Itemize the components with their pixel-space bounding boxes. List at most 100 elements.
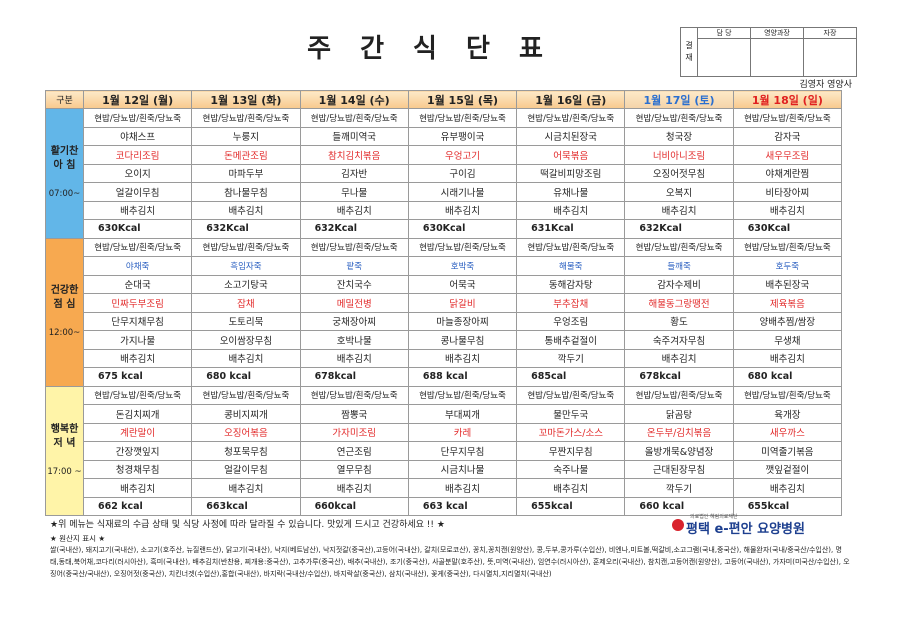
calorie-cell: 655kcal: [516, 496, 626, 516]
menu-cell: 돈메관조림: [191, 145, 301, 165]
menu-cell: 현밥/당뇨밥/흰죽/당뇨죽: [732, 108, 843, 128]
title: 주 간 식 단 표: [307, 34, 553, 64]
menu-cell: 짬뽕국: [299, 404, 409, 424]
dietitian: 김영자 영양사: [799, 80, 852, 90]
menu-cell: 새우무조림: [732, 145, 843, 165]
menu-cell: 배추김치: [407, 200, 518, 220]
section-time: 17:00 ~: [47, 466, 82, 477]
section-name: 점 심: [53, 299, 76, 310]
menu-cell: 감자수제비: [624, 274, 734, 294]
menu-row: 청경채무침 얼갈이무침 열무무침 시금치나물 숙주나물 근대된장무침 깻잎겉절이: [46, 459, 843, 479]
menu-cell: 시금치나물: [407, 459, 518, 479]
calorie-cell: 660 kcal: [624, 496, 734, 516]
menu-cell: 우엉고기: [407, 145, 518, 165]
menu-cell: 닭갈비: [407, 293, 518, 313]
calorie-cell: 662 kcal: [82, 496, 193, 516]
calorie-cell: 632Kcal: [299, 219, 409, 239]
menu-cell: 민짜두부조림: [82, 293, 193, 313]
calorie-cell: 680 kcal: [191, 367, 301, 387]
menu-cell: 양배추찜/쌈장: [732, 311, 843, 331]
calorie-cell: 678kcal: [299, 367, 409, 387]
menu-cell: 깍두기: [624, 478, 734, 498]
menu-cell: 구이김: [407, 163, 518, 183]
menu-row: 계란말이 오징어볶음 가자미조림 카레 꼬마돈가스/소스 온두부/김치볶음 새우까스: [46, 422, 843, 442]
calorie-cell: 660kcal: [299, 496, 409, 516]
menu-cell: 마파두부: [191, 163, 301, 183]
menu-cell: 현밥/당뇨밥/흰죽/당뇨죽: [624, 108, 734, 128]
menu-cell: 현밥/당뇨밥/흰죽/당뇨죽: [299, 237, 409, 257]
menu-cell: 육개장: [732, 404, 843, 424]
header-row: 구분 1월 12일 (월) 1월 13일 (화) 1월 14일 (수) 1월 15일 (…: [45, 90, 843, 109]
menu-cell: 새우까스: [732, 422, 843, 442]
menu-cell: 들깨미역국: [299, 126, 409, 146]
calorie-cell: 688 kcal: [407, 367, 518, 387]
menu-cell: 배추된장국: [732, 274, 843, 294]
menu-cell: 시래기나물: [407, 182, 518, 202]
menu-row: 건강한 점 심 12:00~ 현밥/당뇨밥/흰죽/당뇨죽 현밥/당뇨밥/흰죽/당뇨죽 현밥…: [45, 237, 843, 387]
logo-subtitle: 의료법인 혜림의료재단: [690, 514, 738, 520]
approval-label: 결 재: [680, 27, 698, 77]
menu-row: 민짜두부조림 잡채 메밀전병 닭갈비 부추잡채 해물동그랑땡전 제육볶음: [46, 293, 843, 313]
menu-cell: 야채죽: [82, 256, 193, 276]
menu-row: 야채죽 흑임자죽 팥죽 호박죽 해물죽 들깨죽 호두죽: [46, 256, 843, 276]
menu-cell: 떡갈비피망조림: [516, 163, 626, 183]
menu-cell: 너비아니조림: [624, 145, 734, 165]
menu-cell: 들깨죽: [624, 256, 734, 276]
menu-cell: 배추김치: [299, 478, 409, 498]
section-label: 행복한 저 녁 17:00 ~: [45, 385, 84, 516]
calorie-cell: 663 kcal: [407, 496, 518, 516]
calorie-cell: 685cal: [516, 367, 626, 387]
calorie-cell: 680 kcal: [732, 367, 843, 387]
menu-cell: 배추김치: [407, 478, 518, 498]
signature-cell: [697, 38, 751, 77]
menu-cell: 간장깻잎지: [82, 441, 193, 461]
calorie-cell: 655kcal: [732, 496, 843, 516]
corner: 구분: [45, 90, 84, 109]
menu-cell: 얼갈이무침: [191, 459, 301, 479]
menu-cell: 청포묵무침: [191, 441, 301, 461]
menu-cell: 배추김치: [624, 348, 734, 368]
menu-cell: 참치김치볶음: [299, 145, 409, 165]
calorie-cell: 630Kcal: [407, 219, 518, 239]
menu-cell: 온두부/김치볶음: [624, 422, 734, 442]
day-header: 1월 14일 (수): [299, 90, 409, 109]
approval-header: 자장: [803, 26, 857, 40]
menu-cell: 청경채무침: [82, 459, 193, 479]
menu-cell: 황도: [624, 311, 734, 331]
menu-row: 675 kcal 680 kcal 678kcal 688 kcal 685cal 678…: [46, 367, 843, 387]
menu-cell: 순대국: [82, 274, 193, 294]
menu-cell: 숙주겨자무침: [624, 330, 734, 350]
menu-cell: 청국장: [624, 126, 734, 146]
menu-cell: 현밥/당뇨밥/흰죽/당뇨죽: [624, 385, 734, 405]
menu-cell: 배추김치: [191, 348, 301, 368]
menu-cell: 배추김치: [516, 200, 626, 220]
menu-cell: 배추김치: [732, 200, 843, 220]
menu-cell: 어묵국: [407, 274, 518, 294]
menu-cell: 닭곰탕: [624, 404, 734, 424]
menu-row: 간장깻잎지 청포묵무침 연근조림 단무지무침 무짠지무침 올방개묵&양념장 미역줄기볶음: [46, 441, 843, 461]
day-header: 1월 18일 (일): [732, 90, 843, 109]
menu-cell: 도토리묵: [191, 311, 301, 331]
menu-cell: 가지나물: [82, 330, 193, 350]
menu-cell: 올방개묵&양념장: [624, 441, 734, 461]
menu-row: 야채스프 누룽지 들깨미역국 유부팽이국 시금치된장국 청국장 감자국: [46, 126, 843, 146]
menu-cell: 비타장아찌: [732, 182, 843, 202]
menu-cell: 오징어볶음: [191, 422, 301, 442]
calorie-cell: 632Kcal: [624, 219, 734, 239]
section-label: 활기찬 아 침 07:00~: [45, 108, 84, 239]
calorie-cell: 631Kcal: [516, 219, 626, 239]
menu-cell: 열무무침: [299, 459, 409, 479]
menu-cell: 배추김치: [407, 348, 518, 368]
calorie-cell: 678kcal: [624, 367, 734, 387]
menu-row: 배추김치 배추김치 배추김치 배추김치 배추김치 배추김치 배추김치: [46, 200, 843, 220]
menu-cell: 동해감자탕: [516, 274, 626, 294]
signature-cell: [750, 38, 804, 77]
menu-row: 행복한 저 녁 17:00 ~ 현밥/당뇨밥/흰죽/당뇨죽 현밥/당뇨밥/흰죽/당뇨죽 현…: [45, 385, 843, 516]
menu-cell: 유부팽이국: [407, 126, 518, 146]
menu-row: 단무지채무침 도토리묵 궁채장아찌 마늘종장아찌 우엉조림 황도 양배추찜/쌈장: [46, 311, 843, 331]
calorie-cell: 630Kcal: [732, 219, 843, 239]
menu-row: 가지나물 오이쌈장무침 호박나물 콩나물무침 통배추겉절이 숙주겨자무침 무생채: [46, 330, 843, 350]
section-time: 07:00~: [48, 189, 81, 200]
menu-cell: 근대된장무침: [624, 459, 734, 479]
